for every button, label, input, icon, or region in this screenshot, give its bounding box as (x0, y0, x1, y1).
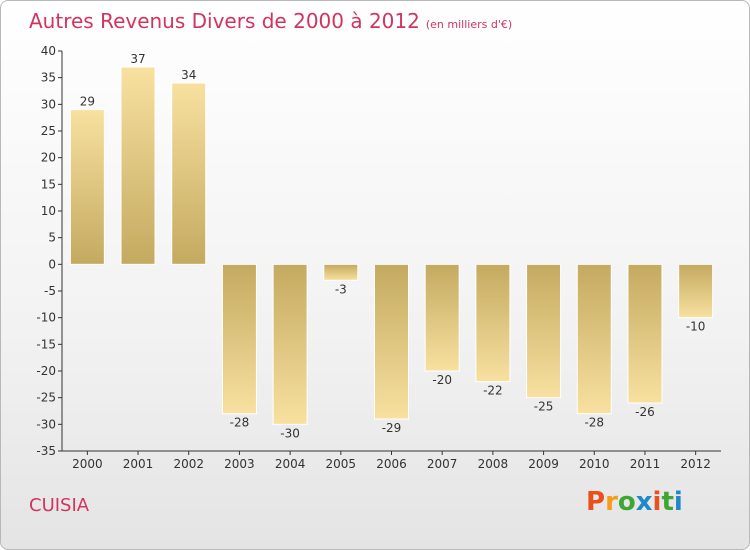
y-tick-label: 25 (41, 124, 56, 138)
y-tick-label: -15 (36, 337, 56, 351)
x-tick-label: 2007 (427, 457, 458, 471)
x-tick-label: 2004 (275, 457, 306, 471)
data-label: -22 (483, 384, 503, 398)
x-tick-label: 2008 (478, 457, 509, 471)
logo-letter: o (617, 487, 636, 517)
data-label: -10 (686, 320, 706, 334)
bar (475, 263, 511, 383)
y-tick-label: -35 (36, 444, 56, 458)
y-tick-label: -10 (36, 311, 56, 325)
data-label: -30 (280, 426, 300, 440)
data-label: -28 (584, 416, 604, 430)
x-tick-label: 2001 (123, 457, 154, 471)
y-tick-label: 5 (48, 231, 56, 245)
data-label: -25 (534, 400, 554, 414)
y-tick-label: 40 (41, 44, 56, 58)
logo-letter: x (635, 487, 653, 517)
bar (323, 263, 359, 281)
chart-title-text: Autres Revenus Divers de 2000 à 2012 (29, 9, 420, 33)
y-tick-label: 30 (41, 97, 56, 111)
data-label: 34 (181, 68, 196, 82)
data-labels-group: 29 37 34 -28 -30 -3 -29 -20 -22 -25 -28 -26 -10 (80, 52, 706, 440)
logo-letter: t (661, 487, 674, 517)
place-name: CUISIA (29, 495, 90, 516)
x-tick-label: 2002 (173, 457, 204, 471)
bar (627, 263, 663, 404)
bar (576, 263, 612, 415)
x-tick-label: 2005 (326, 457, 357, 471)
y-tick-label: -25 (36, 391, 56, 405)
y-tick-label: 10 (41, 204, 56, 218)
x-tick-label: 2010 (579, 457, 610, 471)
bar (272, 263, 308, 425)
data-label: -20 (432, 373, 452, 387)
y-tick-label: -20 (36, 364, 56, 378)
y-tick-label: 20 (41, 151, 56, 165)
data-label: 29 (80, 95, 95, 109)
chart-title: Autres Revenus Divers de 2000 à 2012 (en … (29, 9, 512, 33)
data-label: -26 (635, 405, 655, 419)
logo-letter: P (586, 487, 606, 517)
data-label: -29 (382, 421, 402, 435)
data-label: -3 (335, 282, 347, 296)
logo-letter: i (652, 487, 662, 517)
logo-letter: r (605, 487, 618, 517)
chart-subtitle: (en milliers d'€) (425, 18, 513, 31)
x-tick-label: 2009 (528, 457, 559, 471)
x-tick-label: 2006 (376, 457, 407, 471)
y-tick-label: -30 (36, 417, 56, 431)
bars-group (69, 66, 714, 425)
x-tick-label: 2000 (72, 457, 103, 471)
y-tick-label: 0 (48, 257, 56, 271)
x-tick-label: 2003 (224, 457, 255, 471)
bar (424, 263, 460, 372)
bar (374, 263, 409, 420)
bar (120, 66, 156, 265)
proxiti-logo: Proxiti (586, 487, 683, 517)
bar (171, 82, 207, 265)
y-tick-label: 15 (41, 177, 56, 191)
bar (69, 109, 105, 265)
bar (678, 263, 714, 319)
x-tick-label: 2012 (680, 457, 711, 471)
y-tick-label: 35 (41, 71, 56, 85)
bar (221, 263, 257, 415)
data-label: 37 (130, 52, 145, 66)
y-tick-label: -5 (44, 284, 56, 298)
bar (526, 263, 562, 399)
chart-axes: 40 35 30 25 20 15 10 5 0 -5 -10 -15 -20 -25 -30 -35 2000… (36, 44, 721, 471)
logo-letter: i (673, 487, 683, 517)
data-label: -28 (230, 416, 250, 430)
x-tick-label: 2011 (630, 457, 661, 471)
